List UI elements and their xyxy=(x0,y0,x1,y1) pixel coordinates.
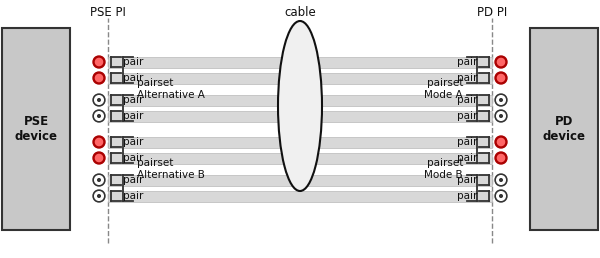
Text: PSE
device: PSE device xyxy=(14,115,58,143)
Circle shape xyxy=(95,58,103,66)
Bar xyxy=(108,72,492,84)
Circle shape xyxy=(497,176,505,184)
Text: pair: pair xyxy=(457,137,477,147)
Circle shape xyxy=(93,56,105,68)
Text: pair: pair xyxy=(457,111,477,121)
Bar xyxy=(108,136,492,148)
Text: pair: pair xyxy=(457,153,477,163)
Circle shape xyxy=(93,174,105,186)
Circle shape xyxy=(497,96,505,104)
Bar xyxy=(108,57,492,68)
Circle shape xyxy=(500,195,502,197)
Circle shape xyxy=(500,99,502,101)
Circle shape xyxy=(497,74,505,82)
Circle shape xyxy=(95,138,103,146)
Circle shape xyxy=(497,154,505,162)
Circle shape xyxy=(93,136,105,148)
Circle shape xyxy=(495,136,507,148)
Text: PD PI: PD PI xyxy=(477,6,507,19)
Circle shape xyxy=(497,192,505,200)
Circle shape xyxy=(495,56,507,68)
Circle shape xyxy=(500,179,502,181)
Circle shape xyxy=(495,72,507,84)
Circle shape xyxy=(95,154,103,162)
Circle shape xyxy=(497,138,505,146)
Bar xyxy=(108,174,492,186)
Text: pair: pair xyxy=(123,111,143,121)
Bar xyxy=(530,28,598,230)
Circle shape xyxy=(98,179,100,181)
Circle shape xyxy=(495,94,507,106)
Text: pairset
Mode A: pairset Mode A xyxy=(424,78,463,100)
Circle shape xyxy=(95,176,103,184)
Text: pair: pair xyxy=(457,73,477,83)
Bar xyxy=(2,28,70,230)
Circle shape xyxy=(497,58,505,66)
Text: pair: pair xyxy=(123,95,143,105)
Text: PSE PI: PSE PI xyxy=(90,6,126,19)
Circle shape xyxy=(497,112,505,120)
Bar xyxy=(108,152,492,164)
Circle shape xyxy=(98,195,100,197)
Circle shape xyxy=(495,190,507,202)
Circle shape xyxy=(93,152,105,164)
Text: pair: pair xyxy=(123,57,143,67)
Circle shape xyxy=(95,96,103,104)
Text: pair: pair xyxy=(457,191,477,201)
Circle shape xyxy=(95,74,103,82)
Text: pairset
Mode B: pairset Mode B xyxy=(424,158,463,180)
Text: pair: pair xyxy=(123,153,143,163)
Text: pair: pair xyxy=(123,137,143,147)
Text: pair: pair xyxy=(123,175,143,185)
Text: pairset
Alternative B: pairset Alternative B xyxy=(137,158,205,180)
Bar xyxy=(108,110,492,122)
Text: cable: cable xyxy=(284,6,316,19)
Text: PD
device: PD device xyxy=(542,115,586,143)
Text: pair: pair xyxy=(123,191,143,201)
Circle shape xyxy=(495,152,507,164)
Ellipse shape xyxy=(278,21,322,191)
Text: pair: pair xyxy=(457,57,477,67)
Circle shape xyxy=(495,174,507,186)
Text: pair: pair xyxy=(123,73,143,83)
Circle shape xyxy=(93,190,105,202)
Text: pair: pair xyxy=(457,175,477,185)
Bar xyxy=(108,94,492,106)
Circle shape xyxy=(98,115,100,117)
Circle shape xyxy=(98,99,100,101)
Circle shape xyxy=(93,72,105,84)
Circle shape xyxy=(93,94,105,106)
Text: pair: pair xyxy=(457,95,477,105)
Bar xyxy=(108,190,492,201)
Circle shape xyxy=(495,110,507,122)
Circle shape xyxy=(93,110,105,122)
Circle shape xyxy=(95,112,103,120)
Circle shape xyxy=(500,115,502,117)
Text: pairset
Alternative A: pairset Alternative A xyxy=(137,78,205,100)
Circle shape xyxy=(95,192,103,200)
